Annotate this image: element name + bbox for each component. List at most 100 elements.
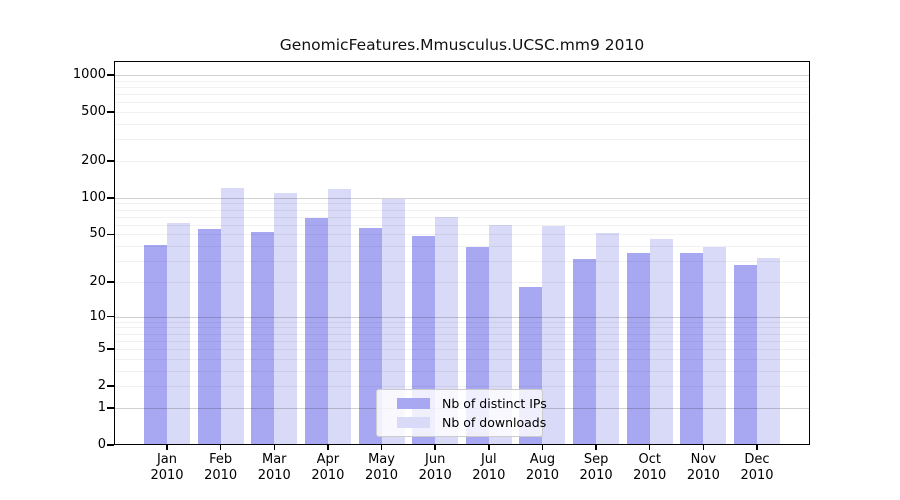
bar-distinct-ips xyxy=(197,229,221,444)
legend: Nb of distinct IPs Nb of downloads xyxy=(376,389,547,437)
bar-distinct-ips xyxy=(626,253,650,444)
x-tick-month: May xyxy=(368,452,395,467)
legend-label: Nb of downloads xyxy=(442,415,547,430)
y-axis-tick-label: 5 xyxy=(97,341,106,357)
x-tick-year: 2010 xyxy=(472,467,506,483)
x-tick-year: 2010 xyxy=(311,467,345,483)
bar-distinct-ips xyxy=(144,244,167,444)
x-tick-year: 2010 xyxy=(418,467,452,483)
x-tick-year: 2010 xyxy=(686,467,720,483)
gridline-minor xyxy=(114,349,810,351)
y-axis-tick-label: 20 xyxy=(89,273,106,289)
bar-distinct-ips xyxy=(573,259,597,444)
x-axis-tick-label: Apr 2010 xyxy=(296,452,360,483)
y-axis-tick xyxy=(107,348,114,350)
y-axis-tick xyxy=(107,111,114,113)
gridline-major xyxy=(114,197,810,199)
x-axis-tick xyxy=(702,445,705,450)
gridline-minor xyxy=(114,340,810,342)
x-axis-tick-label: Aug 2010 xyxy=(510,452,574,483)
x-axis-tick-label: Jan 2010 xyxy=(135,452,199,483)
y-axis-tick-label: 0 xyxy=(97,437,106,452)
x-tick-month: Aug xyxy=(529,452,556,467)
x-axis-tick xyxy=(434,445,436,450)
x-tick-year: 2010 xyxy=(204,467,238,483)
x-axis-tick-label: Feb 2010 xyxy=(189,452,253,483)
bar-downloads xyxy=(220,188,244,444)
y-axis-tick xyxy=(107,407,114,409)
legend-item: Nb of distinct IPs xyxy=(397,396,547,411)
gridline-minor xyxy=(114,370,810,372)
x-tick-month: Mar xyxy=(262,452,287,467)
gridline-minor xyxy=(114,321,810,323)
gridline-minor xyxy=(114,94,810,96)
gridline-minor xyxy=(114,216,810,218)
x-axis-tick xyxy=(327,445,329,450)
x-axis-tick xyxy=(541,445,544,450)
gridline-minor xyxy=(114,281,810,283)
x-axis-tick-label: Sep 2010 xyxy=(564,452,628,483)
plot-area xyxy=(114,61,810,445)
y-axis-tick-label: 100 xyxy=(81,189,106,205)
x-tick-year: 2010 xyxy=(525,467,559,483)
bar-downloads xyxy=(381,198,405,444)
chart-title: GenomicFeatures.Mmusculus.UCSC.mm9 2010 xyxy=(279,36,645,54)
gridline-minor xyxy=(114,161,810,162)
bar-downloads xyxy=(542,225,566,444)
x-axis-tick xyxy=(219,445,222,450)
x-tick-year: 2010 xyxy=(579,467,613,483)
x-axis-tick-label: Jul 2010 xyxy=(457,452,521,483)
x-axis-tick-label: May 2010 xyxy=(350,452,414,483)
x-tick-month: Dec xyxy=(744,452,770,467)
y-axis-tick xyxy=(107,233,114,236)
y-axis-tick-label: 1 xyxy=(97,399,106,415)
gridline-minor xyxy=(114,327,810,329)
x-axis-tick xyxy=(380,445,383,450)
y-axis-tick-label: 10 xyxy=(89,308,106,324)
y-axis-tick xyxy=(107,160,114,162)
bar-downloads xyxy=(327,189,351,444)
bar-downloads xyxy=(167,223,190,444)
x-tick-year: 2010 xyxy=(740,467,774,483)
x-tick-year: 2010 xyxy=(257,467,291,483)
x-tick-month: Oct xyxy=(638,452,661,467)
x-axis-tick xyxy=(595,445,597,450)
bar-distinct-ips xyxy=(680,253,704,444)
bar-distinct-ips xyxy=(251,232,275,444)
gridline-minor xyxy=(114,203,810,205)
bar-downloads xyxy=(757,257,780,444)
gridline-minor xyxy=(114,139,810,141)
x-axis-tick-label: Oct 2010 xyxy=(618,452,682,483)
x-tick-year: 2010 xyxy=(633,467,667,483)
x-tick-year: 2010 xyxy=(150,467,184,483)
x-axis-tick-label: Mar 2010 xyxy=(242,452,306,483)
x-tick-month: Jul xyxy=(480,452,497,467)
gridline-minor xyxy=(114,261,810,263)
gridline-minor xyxy=(114,86,810,88)
y-axis-tick xyxy=(107,444,114,446)
x-tick-month: Feb xyxy=(209,452,233,467)
y-axis-tick-label: 500 xyxy=(81,104,106,120)
x-axis-tick xyxy=(166,445,168,450)
gridline-minor xyxy=(114,112,810,114)
x-axis-tick xyxy=(488,445,490,450)
x-tick-month: Nov xyxy=(690,452,717,467)
gridline-minor xyxy=(114,80,810,82)
y-axis-tick-label: 200 xyxy=(81,153,106,168)
x-axis-tick xyxy=(273,445,276,450)
x-axis-tick xyxy=(756,445,758,450)
bar-downloads xyxy=(435,217,459,444)
gridline-minor xyxy=(114,102,810,104)
y-axis-tick-label: 50 xyxy=(89,226,106,242)
gridline-minor xyxy=(114,246,810,248)
legend-label: Nb of distinct IPs xyxy=(442,396,547,411)
y-axis-tick xyxy=(107,197,114,199)
x-axis-tick-label: Jun 2010 xyxy=(403,452,467,483)
x-axis-tick xyxy=(648,445,651,450)
legend-swatch xyxy=(397,417,430,428)
legend-item: Nb of downloads xyxy=(397,415,546,430)
gridline-minor xyxy=(114,124,810,126)
x-tick-month: Apr xyxy=(316,452,340,467)
bar-downloads xyxy=(703,247,727,444)
